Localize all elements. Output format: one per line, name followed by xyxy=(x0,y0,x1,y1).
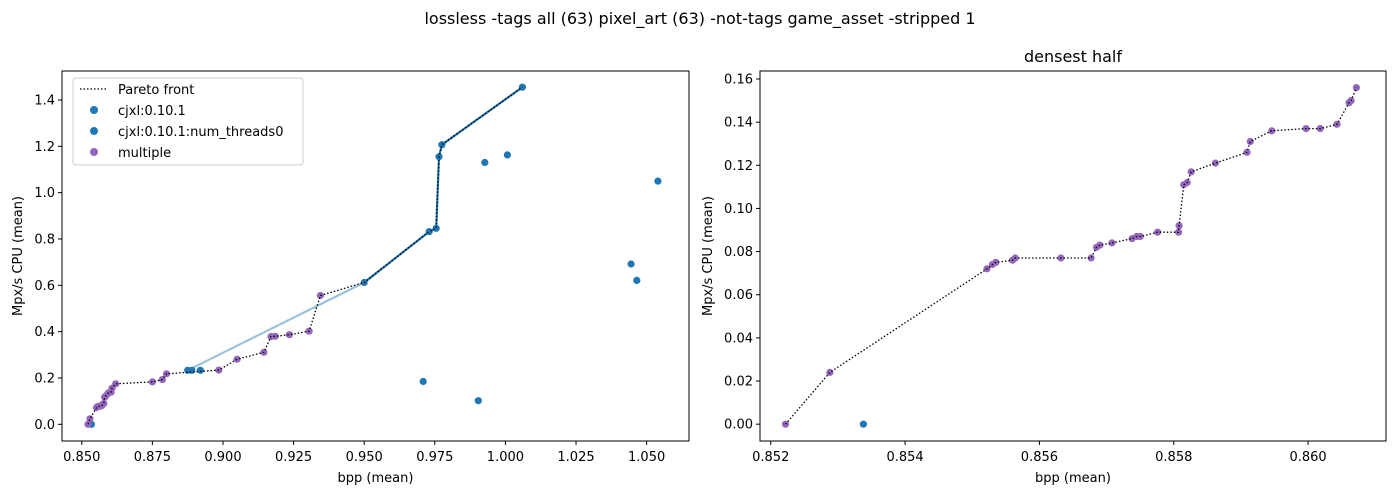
left-chart-point-cjxl-0-10-1-num-threads0 xyxy=(425,228,433,236)
right-chart-y-tick-label: 0.04 xyxy=(724,331,753,346)
legend-entry-cjxl: cjxl:0.10.1 xyxy=(118,104,186,119)
left-chart-x-tick-label: 0.850 xyxy=(63,450,100,465)
left-chart-point-multiple xyxy=(112,380,120,388)
left-chart-point-multiple xyxy=(86,415,94,423)
left-chart-pareto-front-line xyxy=(87,86,523,425)
right-chart-point-multiple xyxy=(1096,241,1104,249)
left-chart-x-tick-label: 0.900 xyxy=(204,450,241,465)
left-chart-y-tick-label: 0.2 xyxy=(34,371,55,386)
legend-cjxl-threads-swatch xyxy=(90,127,98,135)
right-chart-point-multiple xyxy=(1246,137,1254,146)
left-chart-point-cjxl-0-10-1 xyxy=(654,177,662,185)
left-chart-y-tick-label: 0.6 xyxy=(34,279,55,294)
right-chart-point-cjxl-0-10-1 xyxy=(859,420,868,428)
right-chart-x-tick-label: 0.852 xyxy=(752,450,789,465)
right-chart-point-multiple xyxy=(1211,159,1219,167)
right-chart-title: densest half xyxy=(1024,47,1122,66)
left-chart-y-tick-label: 0.0 xyxy=(34,418,55,433)
left-chart: 0.850 0.875 0.900 0.925 0.950 0.975 1.000 1.025… xyxy=(11,70,690,486)
right-chart-x-axis-label: bpp (mean) xyxy=(1035,471,1111,486)
left-chart-point-cjxl-0-10-1 xyxy=(419,377,427,386)
right-chart-x-tick-label: 0.854 xyxy=(886,450,923,465)
left-chart-frame xyxy=(61,70,690,442)
left-chart-x-tick-label: 1.000 xyxy=(487,450,524,465)
left-chart-point-cjxl-0-10-1 xyxy=(503,151,511,159)
left-chart-point-multiple xyxy=(100,399,108,408)
left-chart-point-cjxl-0-10-1-num-threads0 xyxy=(438,141,446,149)
right-chart-point-multiple xyxy=(1087,254,1095,262)
left-chart-point-cjxl-0-10-1 xyxy=(633,276,641,284)
left-chart-point-cjxl-0-10-1-num-threads0 xyxy=(188,366,196,374)
left-chart-ticks: 0.850 0.875 0.900 0.925 0.950 0.975 1.000 1.025… xyxy=(34,93,665,465)
left-chart-y-tick-label: 0.4 xyxy=(34,325,55,340)
left-chart-plot-area xyxy=(84,83,662,428)
left-chart-point-multiple xyxy=(271,332,279,340)
left-chart-point-multiple xyxy=(285,331,293,339)
left-chart-point-cjxl-0-10-1-num-threads0 xyxy=(432,224,440,232)
right-chart-ticks: 0.852 0.854 0.856 0.858 0.860 0.00 0.02 0.04 0.0… xyxy=(724,72,1327,465)
right-chart-pareto-front-line xyxy=(785,87,1358,425)
left-chart-y-axis-label: Mpx/s CPU (mean) xyxy=(11,196,26,316)
figure-suptitle: lossless -tags all (63) pixel_art (63) -… xyxy=(424,9,975,29)
right-chart-y-tick-label: 0.06 xyxy=(724,288,753,303)
right-chart-y-tick-label: 0.16 xyxy=(724,72,753,87)
right-chart-x-tick-label: 0.858 xyxy=(1155,450,1192,465)
legend-cjxl-swatch xyxy=(90,106,98,114)
left-chart-x-tick-label: 0.950 xyxy=(346,450,383,465)
right-chart-point-multiple xyxy=(826,368,834,376)
left-chart-point-multiple xyxy=(233,355,241,363)
right-chart-y-tick-label: 0.10 xyxy=(724,202,753,217)
right-chart-y-tick-label: 0.02 xyxy=(724,375,753,390)
left-chart-x-axis-label: bpp (mean) xyxy=(338,471,414,486)
right-chart-y-tick-label: 0.00 xyxy=(724,418,753,433)
right-chart-plot-area xyxy=(781,84,1360,428)
legend-entry-cjxl-threads: cjxl:0.10.1:num_threads0 xyxy=(118,125,283,140)
left-chart-y-tick-label: 1.4 xyxy=(34,93,55,108)
legend-box xyxy=(72,77,304,166)
left-chart-point-multiple xyxy=(148,378,156,386)
left-chart-point-cjxl-0-10-1-num-threads0 xyxy=(196,366,204,374)
left-chart-point-cjxl-0-10-1 xyxy=(481,158,489,167)
legend-multiple-swatch xyxy=(90,148,98,156)
left-chart-x-tick-label: 0.925 xyxy=(275,450,312,465)
left-chart-y-tick-label: 1.2 xyxy=(34,140,55,155)
legend-entry-multiple: multiple xyxy=(118,146,171,161)
left-chart-x-tick-label: 0.875 xyxy=(134,450,171,465)
left-chart-y-tick-label: 0.8 xyxy=(34,232,55,247)
right-chart: 0.852 0.854 0.856 0.858 0.860 0.00 0.02 0.04 0.0… xyxy=(701,47,1387,486)
right-chart-y-tick-label: 0.12 xyxy=(724,159,753,174)
left-chart-y-tick-label: 1.0 xyxy=(34,186,55,201)
legend: Pareto front cjxl:0.10.1 cjxl:0.10.1:num… xyxy=(72,77,304,166)
right-chart-x-tick-label: 0.856 xyxy=(1021,450,1058,465)
left-chart-x-tick-label: 1.050 xyxy=(628,450,665,465)
right-chart-y-axis-label: Mpx/s CPU (mean) xyxy=(701,196,716,316)
left-chart-x-tick-label: 1.025 xyxy=(557,450,594,465)
left-chart-point-cjxl-0-10-1 xyxy=(474,397,482,405)
legend-entry-pareto: Pareto front xyxy=(118,83,194,98)
right-chart-x-tick-label: 0.860 xyxy=(1289,450,1326,465)
left-chart-encoder-connect-line xyxy=(187,281,365,372)
left-chart-x-tick-label: 0.975 xyxy=(416,450,453,465)
right-chart-point-multiple xyxy=(1187,168,1195,176)
right-chart-frame xyxy=(759,70,1387,442)
right-chart-point-multiple xyxy=(1108,239,1116,247)
left-chart-point-cjxl-0-10-1 xyxy=(627,260,635,268)
right-chart-y-tick-label: 0.14 xyxy=(724,116,753,131)
left-chart-encoder-connect-line xyxy=(363,86,524,284)
right-chart-y-tick-label: 0.08 xyxy=(724,245,753,260)
